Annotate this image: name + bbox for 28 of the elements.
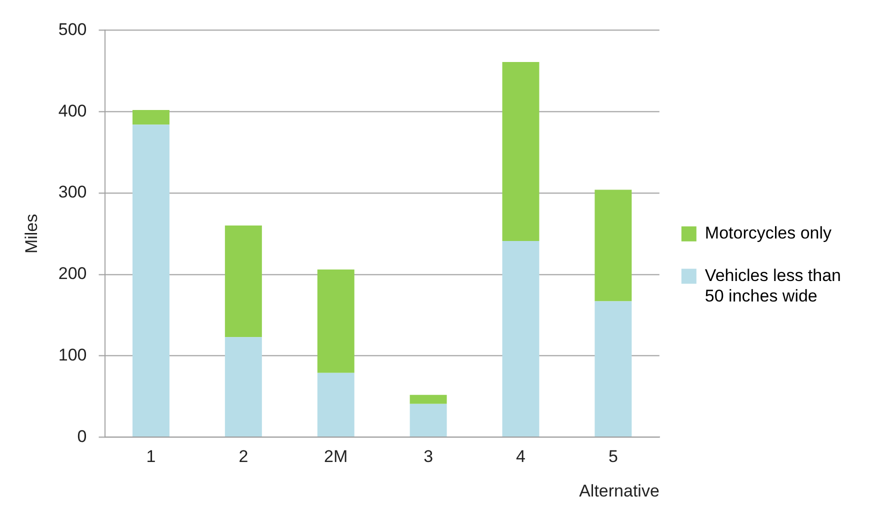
bar (317, 372, 354, 437)
bar (132, 110, 170, 125)
bar (410, 394, 447, 404)
bar (594, 190, 632, 302)
y-tick-label: 300 (58, 182, 87, 202)
bar (502, 62, 540, 242)
x-tick-label: 1 (146, 447, 156, 466)
y-axis-title: Miles (22, 214, 41, 254)
x-tick-label: 2M (324, 447, 348, 466)
bar (132, 124, 170, 437)
y-tick-label: 200 (58, 264, 87, 284)
y-tick-label: 400 (58, 101, 87, 120)
x-tick-label: 2 (238, 447, 248, 466)
bar (317, 270, 354, 373)
x-tick-label: 3 (424, 447, 434, 466)
bar (502, 241, 540, 437)
bar (224, 337, 262, 437)
bar (224, 226, 262, 338)
y-tick-label: 0 (77, 426, 87, 446)
x-axis-title: Alternative (579, 481, 660, 500)
y-tick-label: 500 (58, 20, 87, 39)
y-tick-label: 100 (58, 345, 87, 364)
x-tick-label: 4 (516, 447, 526, 466)
legend-label: Motorcycles only (704, 224, 832, 243)
x-tick-label: 5 (608, 447, 618, 466)
bar (410, 404, 447, 437)
legend-label: Vehicles less than 50 inches wide (704, 266, 842, 306)
bar (594, 301, 632, 437)
